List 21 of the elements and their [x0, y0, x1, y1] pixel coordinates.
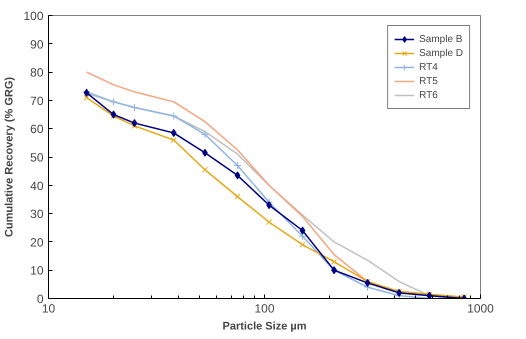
legend-label: RT4: [419, 60, 439, 74]
y-tick-label: 40: [30, 178, 44, 193]
y-tick-label: 0: [36, 292, 44, 306]
x-tick-label: 1000: [467, 302, 494, 316]
y-tick-label: 100: [23, 9, 44, 23]
y-tick-label: 90: [30, 37, 44, 52]
y-tick-label: 80: [30, 66, 44, 80]
x-axis-title: Particle Size µm: [222, 320, 307, 332]
y-tick-label: 10: [30, 264, 44, 278]
legend-label: Sample B: [419, 32, 462, 46]
legend-label: RT6: [419, 88, 439, 102]
y-tick-label: 20: [30, 235, 44, 250]
y-tick-label: 50: [30, 150, 44, 164]
x-tick-label: 100: [254, 302, 275, 316]
legend-label: Sample D: [419, 46, 463, 60]
y-tick-label: 30: [30, 207, 44, 222]
x-tick-label: 10: [42, 302, 56, 316]
y-axis-title: Cumulative Recovery (% GRG): [3, 76, 16, 238]
legend-label: RT5: [419, 74, 439, 88]
y-tick-label: 70: [30, 94, 44, 108]
y-tick-label: 60: [30, 122, 44, 136]
